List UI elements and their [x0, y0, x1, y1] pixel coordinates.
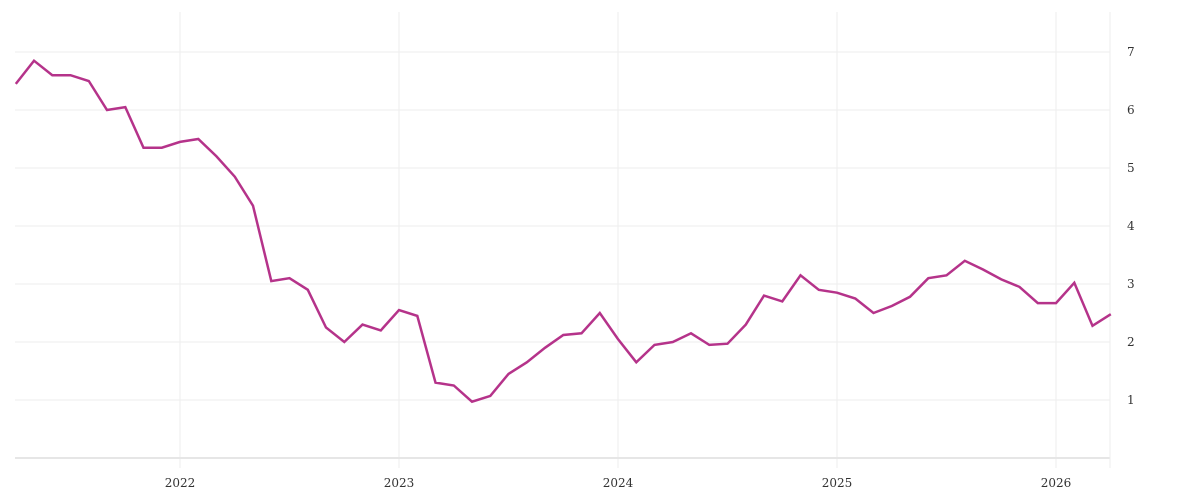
y-tick-label: 3 [1127, 277, 1135, 291]
horizontal-gridlines [15, 51, 1110, 401]
y-tick-label: 7 [1127, 45, 1135, 59]
x-tick-label: 2026 [1041, 476, 1072, 490]
y-tick-label: 4 [1127, 219, 1135, 233]
x-tick-label: 2024 [603, 476, 634, 490]
y-tick-label: 6 [1127, 103, 1135, 117]
data-series-line [14, 58, 1112, 404]
y-axis-tick-labels: 1 2 3 4 5 6 7 [1127, 45, 1135, 407]
x-axis-tick-labels: 2022 2023 2024 2025 2026 [165, 476, 1072, 490]
x-tick-label: 2022 [165, 476, 196, 490]
y-tick-label: 1 [1127, 393, 1135, 407]
y-tick-label: 2 [1127, 335, 1135, 349]
x-tick-label: 2025 [822, 476, 853, 490]
x-tick-label: 2023 [384, 476, 415, 490]
vertical-gridlines [179, 12, 1057, 468]
y-tick-label: 5 [1127, 161, 1135, 175]
